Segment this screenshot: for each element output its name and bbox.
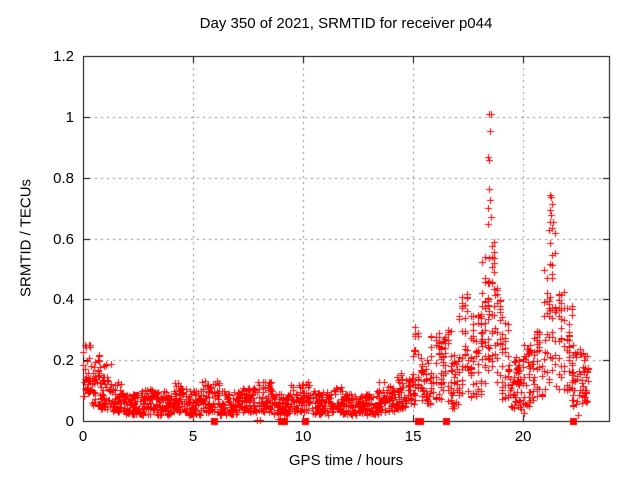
x-tick-label: 20 (514, 428, 532, 445)
y-tick-label: 0.4 (53, 291, 74, 309)
y-tick-label: 0.2 (53, 352, 74, 370)
x-tick-label: 0 (78, 428, 88, 445)
x-axis-label: GPS time / hours (288, 452, 404, 469)
y-tick-label: 0.8 (53, 169, 74, 187)
y-tick-label: 0.6 (53, 230, 74, 248)
chart-title: Day 350 of 2021, SRMTID for receiver p04… (199, 15, 493, 32)
x-tick-label: 15 (404, 428, 422, 445)
y-tick-label: 1.2 (53, 48, 74, 65)
y-tick-label: 0 (65, 413, 74, 430)
x-tick-label: 5 (188, 428, 198, 445)
y-tick-label: 1 (65, 108, 74, 126)
x-tick-label: 10 (294, 428, 312, 445)
